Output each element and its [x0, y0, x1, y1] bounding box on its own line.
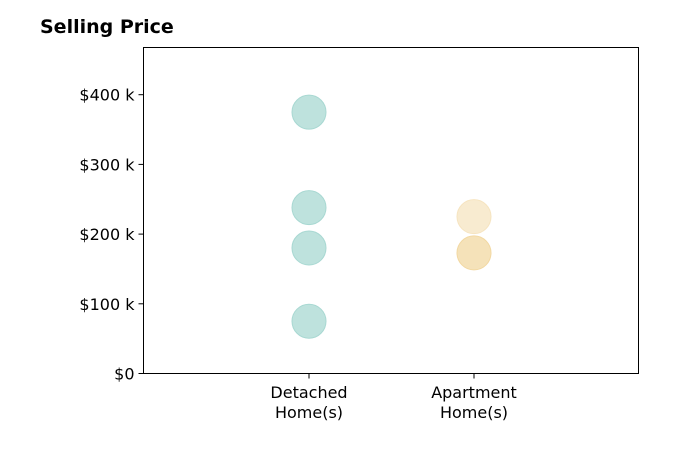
- data-point: [291, 230, 327, 266]
- y-tick-label: $200 k: [79, 225, 135, 244]
- plot-area: [143, 47, 639, 374]
- x-tick-label: Home(s): [275, 403, 343, 422]
- y-tick-label: $400 k: [79, 86, 135, 105]
- y-axis: $0 $100 k $200 k $300 k $400 k: [79, 86, 144, 384]
- data-points: [291, 94, 492, 339]
- x-tick-label: Detached: [270, 383, 347, 402]
- y-tick-label: $300 k: [79, 155, 135, 174]
- x-tick-label: Apartment: [431, 383, 517, 402]
- x-tick-label: Home(s): [440, 403, 508, 422]
- y-tick-label: $100 k: [79, 295, 135, 314]
- data-point: [291, 303, 327, 339]
- data-point: [456, 235, 492, 271]
- data-point: [456, 199, 492, 235]
- data-point: [291, 94, 327, 130]
- y-tick-label: $0: [114, 365, 134, 384]
- data-point: [291, 190, 327, 226]
- chart-title: Selling Price: [40, 16, 174, 38]
